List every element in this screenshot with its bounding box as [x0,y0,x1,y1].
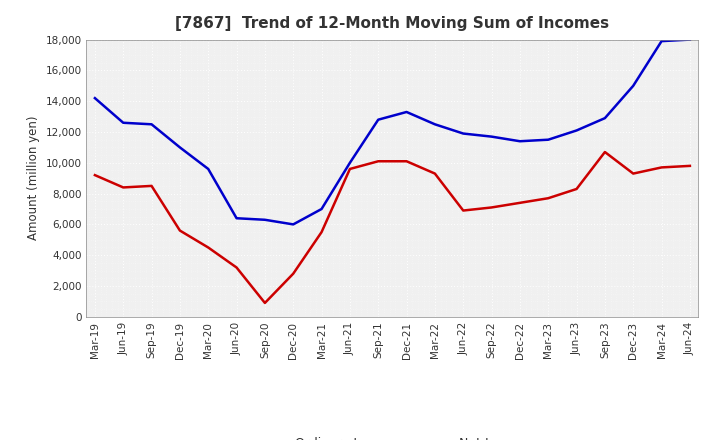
Net Income [346,166,354,172]
Net Income [572,186,581,191]
Ordinary Income [261,217,269,222]
Ordinary Income [487,134,496,139]
Ordinary Income [402,109,411,114]
Net Income [544,195,552,201]
Ordinary Income [318,206,326,212]
Net Income [487,205,496,210]
Ordinary Income [346,160,354,165]
Ordinary Income [374,117,382,122]
Ordinary Income [600,115,609,121]
Ordinary Income [204,166,212,172]
Ordinary Income [233,216,241,221]
Title: [7867]  Trend of 12-Month Moving Sum of Incomes: [7867] Trend of 12-Month Moving Sum of I… [176,16,609,32]
Line: Ordinary Income: Ordinary Income [95,40,690,224]
Ordinary Income [572,128,581,133]
Ordinary Income [119,120,127,125]
Net Income [176,228,184,233]
Net Income [233,265,241,270]
Ordinary Income [685,37,694,42]
Ordinary Income [176,145,184,150]
Line: Net Income: Net Income [95,152,690,303]
Ordinary Income [91,95,99,101]
Ordinary Income [459,131,467,136]
Net Income [600,149,609,154]
Net Income [402,158,411,164]
Legend: Ordinary Income, Net Income: Ordinary Income, Net Income [248,432,536,440]
Net Income [318,230,326,235]
Net Income [629,171,637,176]
Y-axis label: Amount (million yen): Amount (million yen) [27,116,40,240]
Ordinary Income [431,121,439,127]
Ordinary Income [657,38,666,44]
Net Income [289,271,297,276]
Ordinary Income [289,222,297,227]
Net Income [261,300,269,305]
Ordinary Income [629,83,637,88]
Net Income [374,158,382,164]
Ordinary Income [516,139,524,144]
Ordinary Income [544,137,552,142]
Net Income [657,165,666,170]
Ordinary Income [148,121,156,127]
Net Income [148,183,156,188]
Net Income [431,171,439,176]
Net Income [91,172,99,178]
Net Income [516,200,524,205]
Net Income [119,185,127,190]
Net Income [459,208,467,213]
Net Income [204,245,212,250]
Net Income [685,163,694,169]
